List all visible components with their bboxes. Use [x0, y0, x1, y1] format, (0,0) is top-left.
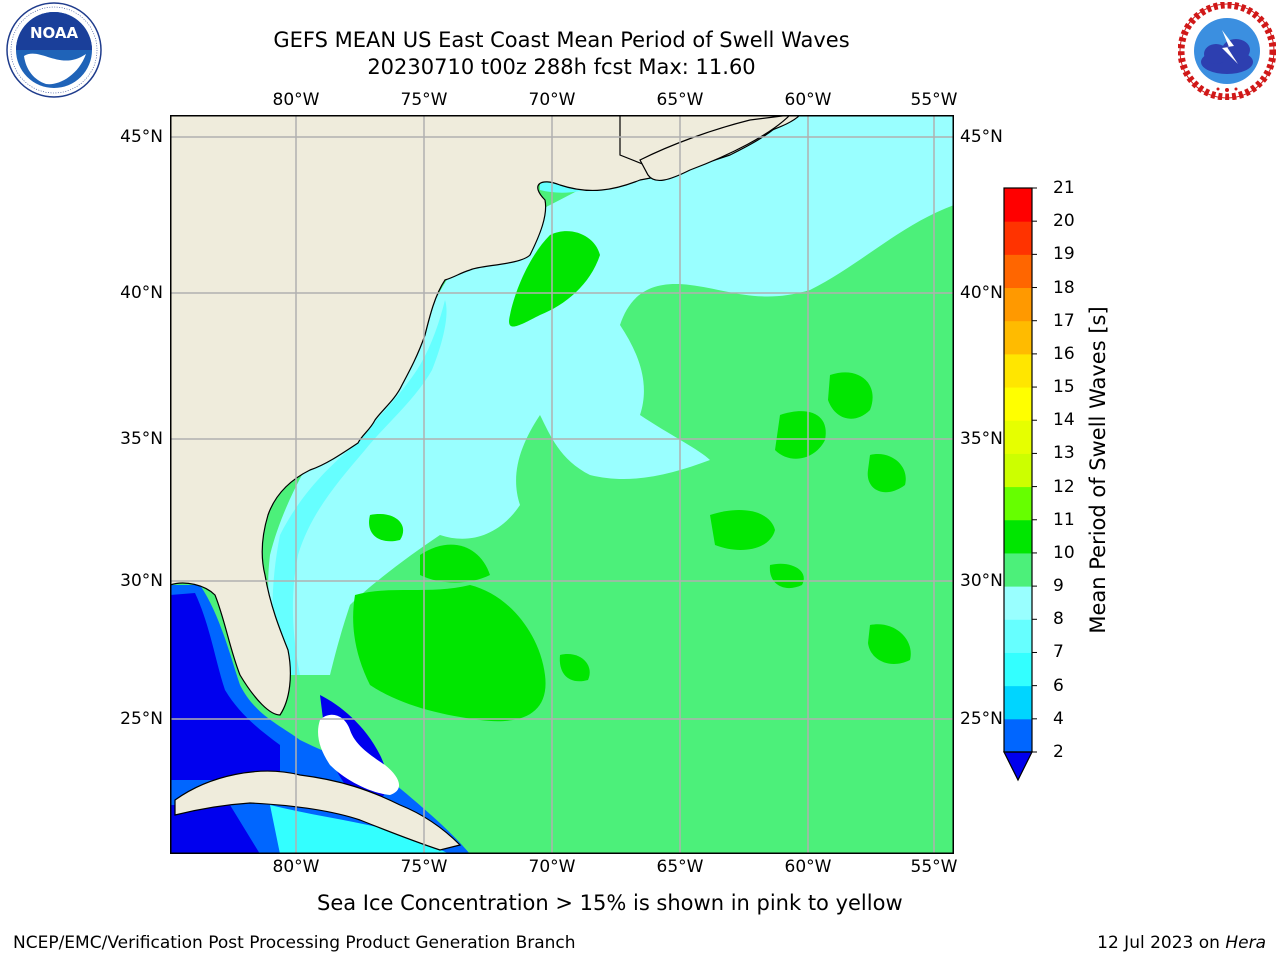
colorbar-tick-label: 18 — [1053, 277, 1075, 298]
lon-label-bottom: 70°W — [528, 857, 576, 877]
colorbar-bin — [1004, 652, 1032, 687]
bahamas-mask — [318, 714, 400, 795]
graticule — [170, 115, 954, 854]
lat-label-left: 25°N — [120, 709, 163, 729]
colorbar-bin — [1004, 619, 1032, 653]
lon-label-top: 75°W — [400, 90, 448, 110]
lon-label-top: 70°W — [528, 90, 576, 110]
colorbar-bin — [1004, 718, 1032, 753]
colorbar-bin — [1004, 254, 1032, 289]
lat-label-left: 35°N — [120, 429, 163, 449]
chart-title: GEFS MEAN US East Coast Mean Period of S… — [273, 28, 850, 52]
colorbar-tick-label: 4 — [1053, 708, 1064, 729]
colorbar-tick-label: 8 — [1053, 609, 1064, 630]
colorbar-tick-label: 16 — [1053, 343, 1075, 364]
colorbar-tick-label: 13 — [1053, 443, 1075, 464]
lon-label-top: 65°W — [656, 90, 704, 110]
colorbar-tick-label: 11 — [1053, 509, 1075, 530]
nws-logo — [1178, 2, 1276, 100]
chart-subtitle: 20230710 t00z 288h fcst Max: 11.60 — [367, 55, 756, 79]
lon-label-bottom: 60°W — [784, 857, 832, 877]
colorbar-outline — [1003, 187, 1033, 753]
colorbar-bin — [1004, 519, 1032, 554]
lat-label-right: 35°N — [960, 429, 1003, 449]
land-us — [170, 115, 791, 716]
colorbar-tick-label: 17 — [1053, 310, 1075, 331]
noaa-logo: NOAA — [6, 2, 102, 98]
map-panel — [170, 115, 954, 854]
swell-10-11-patches — [353, 231, 911, 722]
lat-label-left: 30°N — [120, 571, 163, 591]
swell-4-6-region — [270, 805, 450, 854]
colorbar-under-extension — [1003, 751, 1033, 782]
colorbar-tick-label: 2 — [1053, 742, 1064, 762]
colorbar-tick-label: 20 — [1053, 211, 1075, 232]
lat-label-right: 25°N — [960, 709, 1003, 729]
footer-host: Hera — [1225, 933, 1266, 953]
colorbar-bin — [1004, 353, 1032, 388]
colorbar-tick-label: 7 — [1053, 642, 1064, 663]
swell-8-9-region — [268, 115, 954, 675]
map-frame — [170, 115, 954, 854]
svg-text:NOAA: NOAA — [30, 24, 79, 42]
lon-label-bottom: 65°W — [656, 857, 704, 877]
colorbar-bin — [1004, 486, 1032, 521]
lon-label-top: 80°W — [272, 90, 320, 110]
colorbar-tick-label: 6 — [1053, 675, 1064, 696]
colorbar-bin — [1004, 552, 1032, 587]
footer-credit: NCEP/EMC/Verification Post Processing Pr… — [13, 933, 576, 953]
footer-date-text: 12 Jul 2023 on — [1097, 933, 1226, 953]
colorbar-tick-label: 10 — [1053, 542, 1075, 563]
colorbar-bin — [1004, 586, 1032, 620]
lon-label-top: 60°W — [784, 90, 832, 110]
colorbar-bin — [1004, 188, 1032, 222]
colorbar — [1003, 187, 1037, 782]
colorbar-title: Mean Period of Swell Waves [s] — [1086, 306, 1110, 634]
colorbar-tick-label: 15 — [1053, 377, 1075, 398]
colorbar-bin — [1004, 685, 1032, 720]
colorbar-bin — [1004, 387, 1032, 421]
lat-label-right: 45°N — [960, 127, 1003, 147]
colorbar-tick-label: 9 — [1053, 576, 1064, 597]
lon-label-bottom: 75°W — [400, 857, 448, 877]
swell-7-8-region — [272, 300, 447, 675]
lon-label-bottom: 80°W — [272, 857, 320, 877]
lon-label-bottom: 55°W — [910, 857, 958, 877]
lat-label-right: 40°N — [960, 283, 1003, 303]
colorbar-bin — [1004, 453, 1032, 488]
colorbar-bin — [1004, 320, 1032, 355]
colorbar-bin — [1004, 221, 1032, 255]
lat-label-right: 30°N — [960, 571, 1003, 591]
footer-date: 12 Jul 2023 on Hera — [1097, 933, 1266, 953]
lat-label-left: 40°N — [120, 283, 163, 303]
lat-label-left: 45°N — [120, 127, 163, 147]
sea-ice-note: Sea Ice Concentration > 15% is shown in … — [317, 891, 903, 915]
colorbar-tick-label: 14 — [1053, 410, 1075, 431]
colorbar-bin — [1004, 420, 1032, 454]
colorbar-bin — [1004, 287, 1032, 322]
colorbar-tick-label: 19 — [1053, 244, 1075, 265]
lon-label-top: 55°W — [910, 90, 958, 110]
colorbar-tick-label: 12 — [1053, 476, 1075, 497]
colorbar-tick-label: 21 — [1053, 178, 1075, 198]
